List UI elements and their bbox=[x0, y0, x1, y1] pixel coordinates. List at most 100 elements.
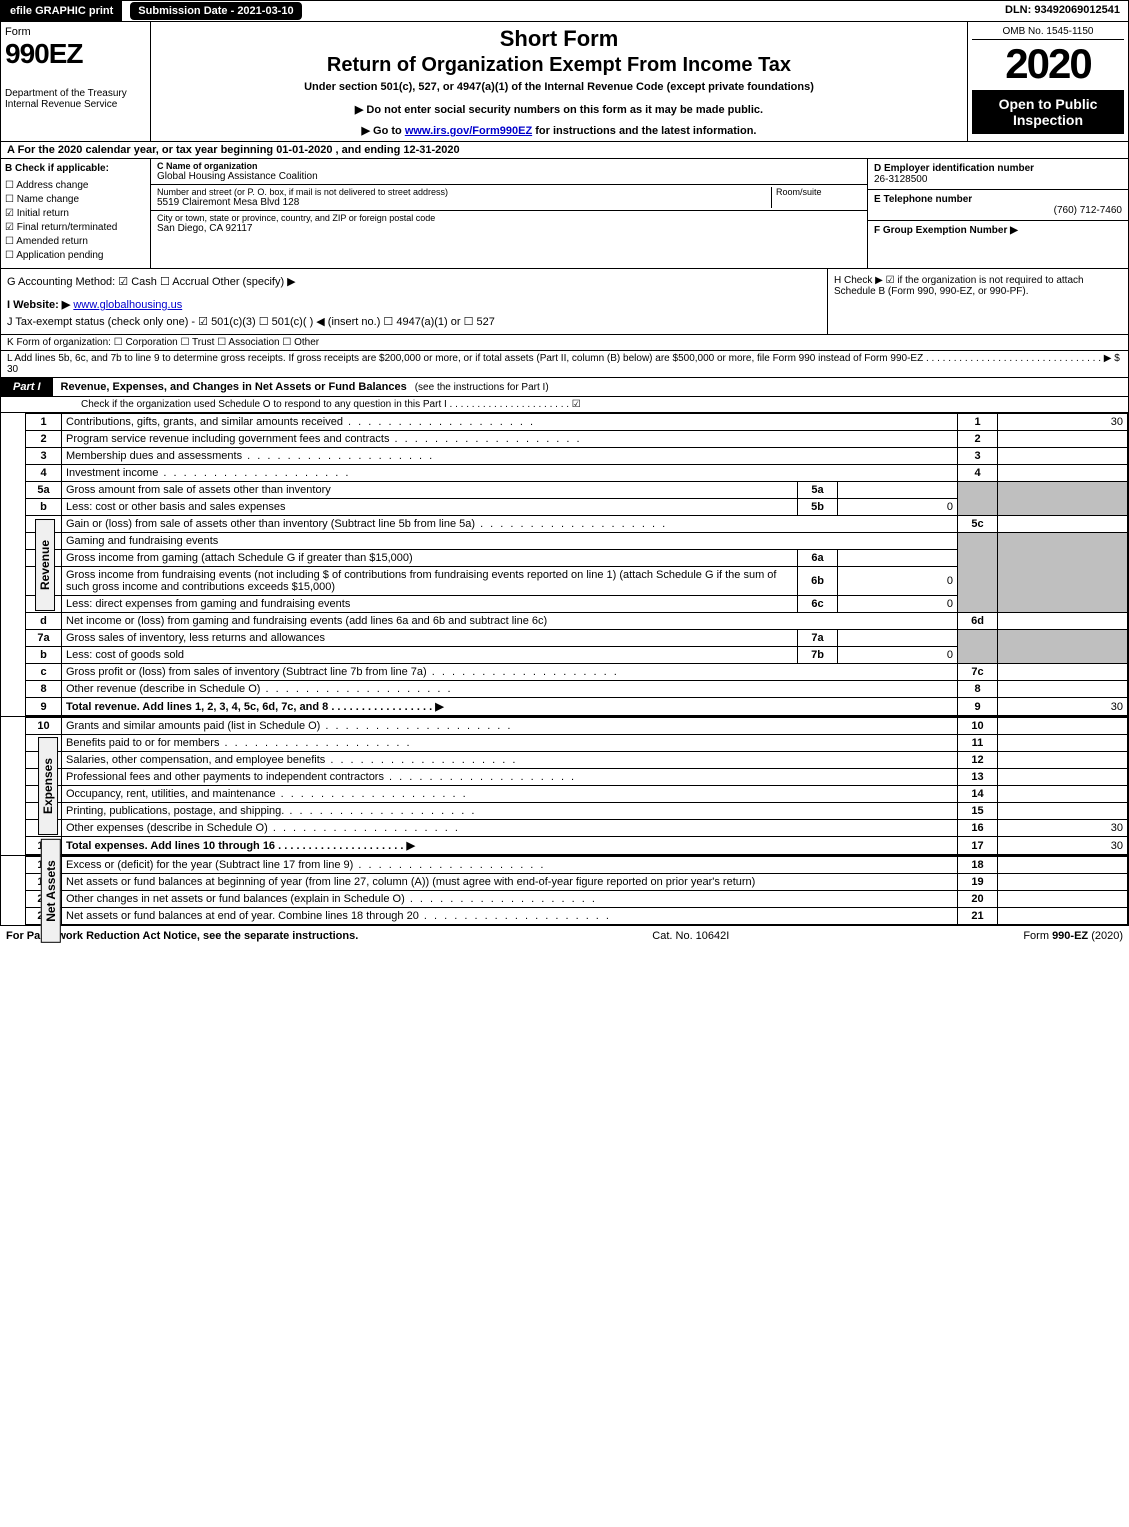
chk-application-pending[interactable]: ☐ Application pending bbox=[5, 250, 146, 261]
d-ein-value: 26-3128500 bbox=[874, 174, 1122, 185]
col-c-org-info: C Name of organization Global Housing As… bbox=[151, 159, 868, 268]
line-19: 19Net assets or fund balances at beginni… bbox=[26, 874, 1128, 891]
row-a-tax-year: A For the 2020 calendar year, or tax yea… bbox=[0, 142, 1129, 159]
form-number: 990EZ bbox=[5, 38, 146, 70]
line-10: 10Grants and similar amounts paid (list … bbox=[26, 718, 1128, 735]
chk-label: Address change bbox=[16, 180, 88, 191]
efile-print-button[interactable]: efile GRAPHIC print bbox=[1, 1, 122, 21]
omb-number: OMB No. 1545-1150 bbox=[972, 26, 1124, 40]
addr-label: Number and street (or P. O. box, if mail… bbox=[157, 187, 771, 197]
submission-date: Submission Date - 2021-03-10 bbox=[130, 2, 301, 20]
chk-label: Name change bbox=[17, 194, 79, 205]
line-1: 1Contributions, gifts, grants, and simil… bbox=[26, 414, 1128, 431]
chk-label: Amended return bbox=[16, 236, 88, 247]
goto-line: ▶ Go to www.irs.gov/Form990EZ for instru… bbox=[161, 124, 957, 137]
goto-post: for instructions and the latest informat… bbox=[532, 125, 756, 137]
b-label: B Check if applicable: bbox=[5, 163, 146, 174]
part-1-label: Part I bbox=[1, 378, 53, 396]
line-20: 20Other changes in net assets or fund ba… bbox=[26, 891, 1128, 908]
chk-label: Initial return bbox=[17, 208, 69, 219]
k-form-of-org: K Form of organization: ☐ Corporation ☐ … bbox=[0, 335, 1129, 351]
org-city: San Diego, CA 92117 bbox=[157, 223, 861, 234]
chk-initial-return[interactable]: ☑ Initial return bbox=[5, 208, 146, 219]
side-expenses: Expenses bbox=[38, 737, 58, 835]
under-section: Under section 501(c), 527, or 4947(a)(1)… bbox=[161, 81, 957, 93]
d-ein-label: D Employer identification number bbox=[874, 163, 1122, 174]
line-4: 4Investment income4 bbox=[26, 465, 1128, 482]
line-15: 15Printing, publications, postage, and s… bbox=[26, 803, 1128, 820]
irs: Internal Revenue Service bbox=[5, 99, 146, 110]
top-bar: efile GRAPHIC print Submission Date - 20… bbox=[0, 0, 1129, 22]
g-accounting-method: G Accounting Method: ☑ Cash ☐ Accrual Ot… bbox=[7, 275, 821, 288]
line-7a: 7aGross sales of inventory, less returns… bbox=[26, 630, 1128, 647]
line-3: 3Membership dues and assessments3 bbox=[26, 448, 1128, 465]
net-assets-section: Net Assets 18Excess or (deficit) for the… bbox=[0, 856, 1129, 926]
line-7c: cGross profit or (loss) from sales of in… bbox=[26, 664, 1128, 681]
col-b-checkboxes: B Check if applicable: ☐ Address change … bbox=[1, 159, 151, 268]
chk-label: Final return/terminated bbox=[17, 222, 118, 233]
return-title: Return of Organization Exempt From Incom… bbox=[161, 54, 957, 77]
line-8: 8Other revenue (describe in Schedule O)8 bbox=[26, 681, 1128, 698]
line-5c: cGain or (loss) from sale of assets othe… bbox=[26, 516, 1128, 533]
part-1-header: Part I Revenue, Expenses, and Changes in… bbox=[0, 378, 1129, 397]
dept-treasury: Department of the Treasury bbox=[5, 88, 146, 99]
room-label: Room/suite bbox=[776, 187, 861, 197]
open-to-public: Open to Public Inspection bbox=[972, 90, 1124, 134]
chk-address-change[interactable]: ☐ Address change bbox=[5, 180, 146, 191]
line-16: 16Other expenses (describe in Schedule O… bbox=[26, 820, 1128, 837]
tax-year: 2020 bbox=[972, 40, 1124, 88]
city-label: City or town, state or province, country… bbox=[157, 213, 861, 223]
f-group-label: F Group Exemption Number ▶ bbox=[874, 225, 1122, 236]
line-9: 9Total revenue. Add lines 1, 2, 3, 4, 5c… bbox=[26, 698, 1128, 716]
chk-amended-return[interactable]: ☐ Amended return bbox=[5, 236, 146, 247]
form-footer: Form 990-EZ (2020) bbox=[1023, 930, 1123, 942]
cat-no: Cat. No. 10642I bbox=[652, 930, 729, 942]
line-21: 21Net assets or fund balances at end of … bbox=[26, 908, 1128, 925]
chk-name-change[interactable]: ☐ Name change bbox=[5, 194, 146, 205]
chk-final-return[interactable]: ☑ Final return/terminated bbox=[5, 222, 146, 233]
e-phone-value: (760) 712-7460 bbox=[874, 205, 1122, 216]
line-12: 12Salaries, other compensation, and empl… bbox=[26, 752, 1128, 769]
goto-link[interactable]: www.irs.gov/Form990EZ bbox=[405, 125, 532, 137]
do-not-enter: ▶ Do not enter social security numbers o… bbox=[161, 103, 957, 116]
line-11: 11Benefits paid to or for members11 bbox=[26, 735, 1128, 752]
j-tax-exempt: J Tax-exempt status (check only one) - ☑… bbox=[7, 315, 821, 328]
dln: DLN: 93492069012541 bbox=[997, 1, 1128, 21]
block-bcdef: B Check if applicable: ☐ Address change … bbox=[0, 159, 1129, 269]
revenue-section: Revenue 1Contributions, gifts, grants, a… bbox=[0, 413, 1129, 717]
l-gross-receipts: L Add lines 5b, 6c, and 7b to line 9 to … bbox=[0, 351, 1129, 378]
goto-pre: ▶ Go to bbox=[362, 125, 405, 137]
c-name-label: C Name of organization bbox=[157, 161, 861, 171]
header-left: Form 990EZ Department of the Treasury In… bbox=[1, 22, 151, 141]
short-form-title: Short Form bbox=[161, 26, 957, 52]
top-bar-left: efile GRAPHIC print Submission Date - 20… bbox=[1, 1, 302, 21]
form-label: Form bbox=[5, 26, 146, 38]
line-13: 13Professional fees and other payments t… bbox=[26, 769, 1128, 786]
header-right: OMB No. 1545-1150 2020 Open to Public In… bbox=[968, 22, 1128, 141]
part-1-check-line: Check if the organization used Schedule … bbox=[0, 397, 1129, 413]
side-net-assets: Net Assets bbox=[41, 839, 61, 943]
line-17: 17Total expenses. Add lines 10 through 1… bbox=[26, 837, 1128, 855]
page-footer: For Paperwork Reduction Act Notice, see … bbox=[0, 926, 1129, 946]
part-1-note: (see the instructions for Part I) bbox=[415, 382, 549, 393]
expenses-section: Expenses 10Grants and similar amounts pa… bbox=[0, 717, 1129, 856]
line-18: 18Excess or (deficit) for the year (Subt… bbox=[26, 857, 1128, 874]
line-6d: dNet income or (loss) from gaming and fu… bbox=[26, 613, 1128, 630]
e-phone-label: E Telephone number bbox=[874, 194, 1122, 205]
i-website-link[interactable]: www.globalhousing.us bbox=[73, 299, 182, 311]
line-5a: 5aGross amount from sale of assets other… bbox=[26, 482, 1128, 499]
h-schedule-b: H Check ▶ ☑ if the organization is not r… bbox=[828, 269, 1128, 334]
chk-label: Application pending bbox=[16, 250, 103, 261]
row-gh: G Accounting Method: ☑ Cash ☐ Accrual Ot… bbox=[0, 269, 1129, 335]
org-address: 5519 Clairemont Mesa Blvd 128 bbox=[157, 197, 771, 208]
org-name: Global Housing Assistance Coalition bbox=[157, 171, 861, 182]
side-revenue: Revenue bbox=[35, 518, 55, 610]
line-6: 6Gaming and fundraising events bbox=[26, 533, 1128, 550]
form-header: Form 990EZ Department of the Treasury In… bbox=[0, 22, 1129, 142]
header-center: Short Form Return of Organization Exempt… bbox=[151, 22, 968, 141]
line-2: 2Program service revenue including gover… bbox=[26, 431, 1128, 448]
col-def: D Employer identification number 26-3128… bbox=[868, 159, 1128, 268]
i-website-label: I Website: ▶ bbox=[7, 299, 70, 311]
part-1-title: Revenue, Expenses, and Changes in Net As… bbox=[61, 381, 407, 393]
line-14: 14Occupancy, rent, utilities, and mainte… bbox=[26, 786, 1128, 803]
